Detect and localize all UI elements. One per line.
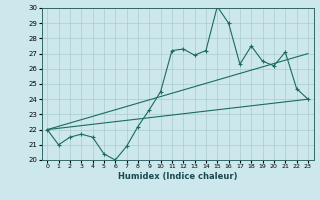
X-axis label: Humidex (Indice chaleur): Humidex (Indice chaleur)	[118, 172, 237, 181]
